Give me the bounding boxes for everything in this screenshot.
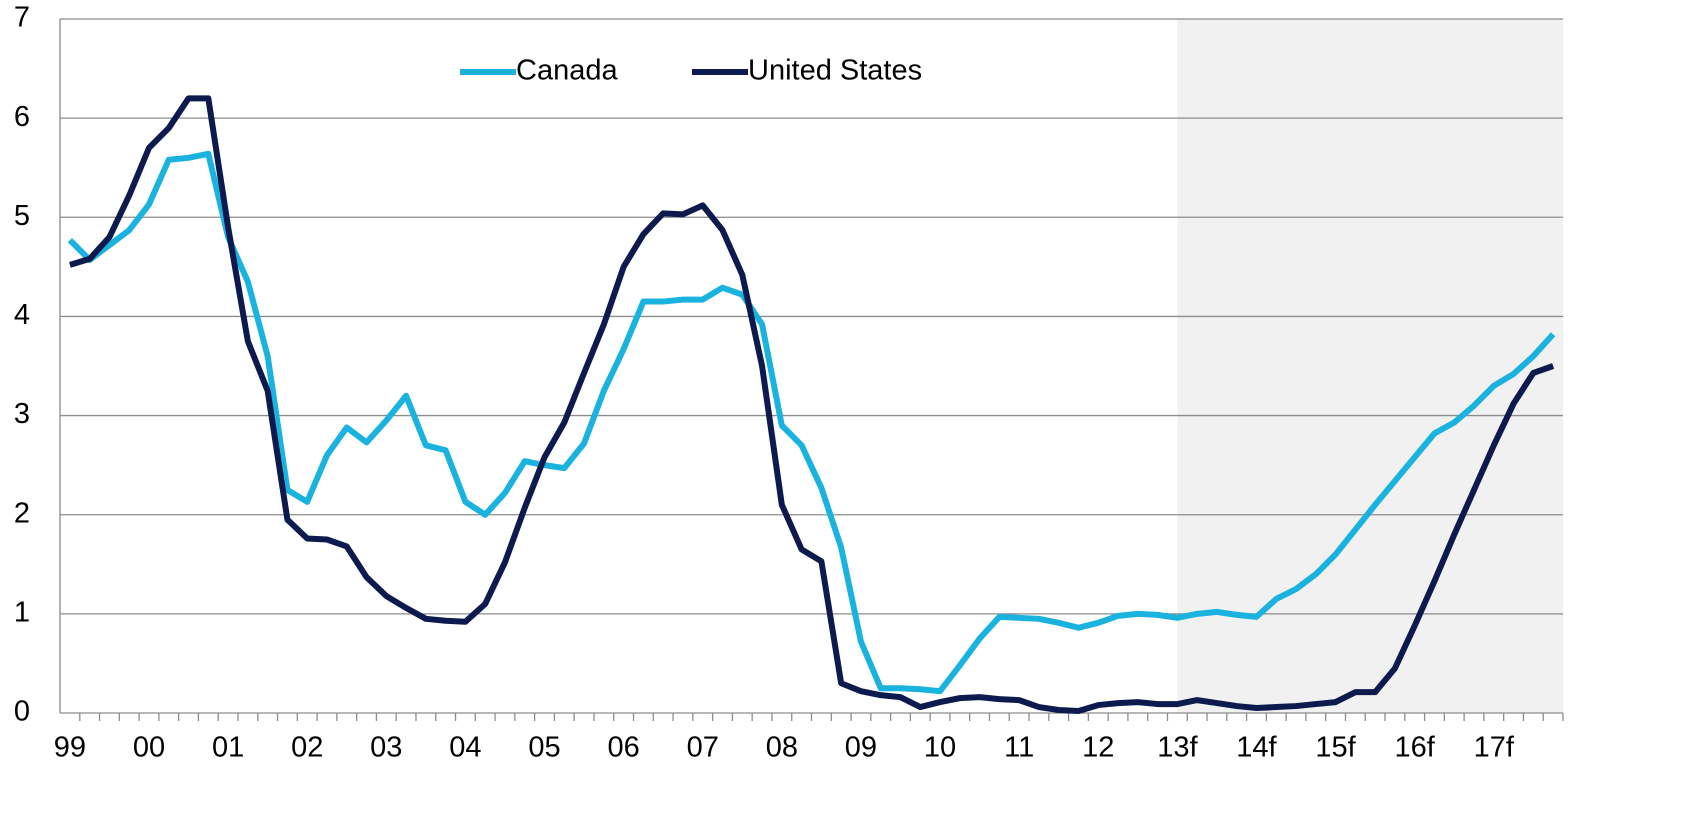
y-tick-label: 7 (14, 2, 30, 34)
forecast-shade (1177, 19, 1563, 713)
x-tick-label: 03 (370, 732, 402, 764)
x-tick-label: 08 (766, 732, 798, 764)
x-tick-label: 01 (212, 732, 244, 764)
x-tick-label: 15f (1315, 732, 1356, 764)
x-tick-label: 16f (1395, 732, 1436, 764)
y-tick-label: 0 (14, 696, 30, 728)
x-tick-label: 13f (1157, 732, 1198, 764)
y-tick-label: 1 (14, 597, 30, 629)
x-tick-label: 14f (1236, 732, 1277, 764)
y-tick-label: 4 (14, 299, 30, 331)
legend-label: Canada (516, 55, 618, 87)
y-tick-label: 2 (14, 497, 30, 529)
x-tick-label: 12 (1082, 732, 1114, 764)
series-line (67, 150, 1556, 695)
x-tick-label: 09 (845, 732, 877, 764)
x-tick-label: 02 (291, 732, 323, 764)
x-tick-label: 07 (687, 732, 719, 764)
y-tick-label: 5 (14, 200, 30, 232)
x-tick-label: 10 (924, 732, 956, 764)
x-tick-label: 99 (54, 732, 86, 764)
x-tick-label: 17f (1474, 732, 1515, 764)
x-tick-label: 11 (1004, 732, 1034, 764)
series-line (69, 95, 1555, 715)
x-tick-label: 05 (528, 732, 560, 764)
y-tick-label: 3 (14, 398, 30, 430)
y-tick-label: 6 (14, 101, 30, 133)
x-tick-label: 04 (449, 732, 481, 764)
legend-label: United States (748, 55, 922, 87)
x-tick-label: 00 (133, 732, 165, 764)
x-tick-label: 06 (607, 732, 639, 764)
